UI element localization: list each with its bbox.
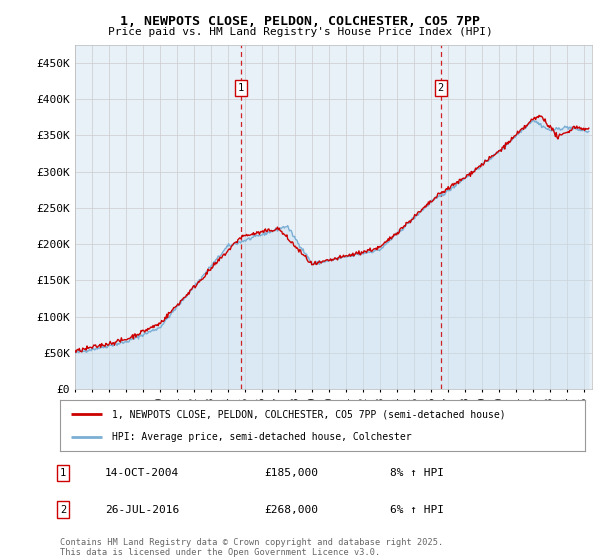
- Text: £268,000: £268,000: [264, 505, 318, 515]
- Text: 26-JUL-2016: 26-JUL-2016: [105, 505, 179, 515]
- Text: 1, NEWPOTS CLOSE, PELDON, COLCHESTER, CO5 7PP (semi-detached house): 1, NEWPOTS CLOSE, PELDON, COLCHESTER, CO…: [113, 409, 506, 419]
- Text: 1, NEWPOTS CLOSE, PELDON, COLCHESTER, CO5 7PP: 1, NEWPOTS CLOSE, PELDON, COLCHESTER, CO…: [120, 15, 480, 28]
- Text: 6% ↑ HPI: 6% ↑ HPI: [390, 505, 444, 515]
- Text: 2: 2: [437, 83, 444, 94]
- Text: HPI: Average price, semi-detached house, Colchester: HPI: Average price, semi-detached house,…: [113, 432, 412, 442]
- Text: Price paid vs. HM Land Registry's House Price Index (HPI): Price paid vs. HM Land Registry's House …: [107, 27, 493, 37]
- Text: 8% ↑ HPI: 8% ↑ HPI: [390, 468, 444, 478]
- Text: £185,000: £185,000: [264, 468, 318, 478]
- Text: 14-OCT-2004: 14-OCT-2004: [105, 468, 179, 478]
- Text: 1: 1: [238, 83, 244, 94]
- Text: 2: 2: [60, 505, 66, 515]
- Text: 1: 1: [60, 468, 66, 478]
- Text: Contains HM Land Registry data © Crown copyright and database right 2025.
This d: Contains HM Land Registry data © Crown c…: [60, 538, 443, 557]
